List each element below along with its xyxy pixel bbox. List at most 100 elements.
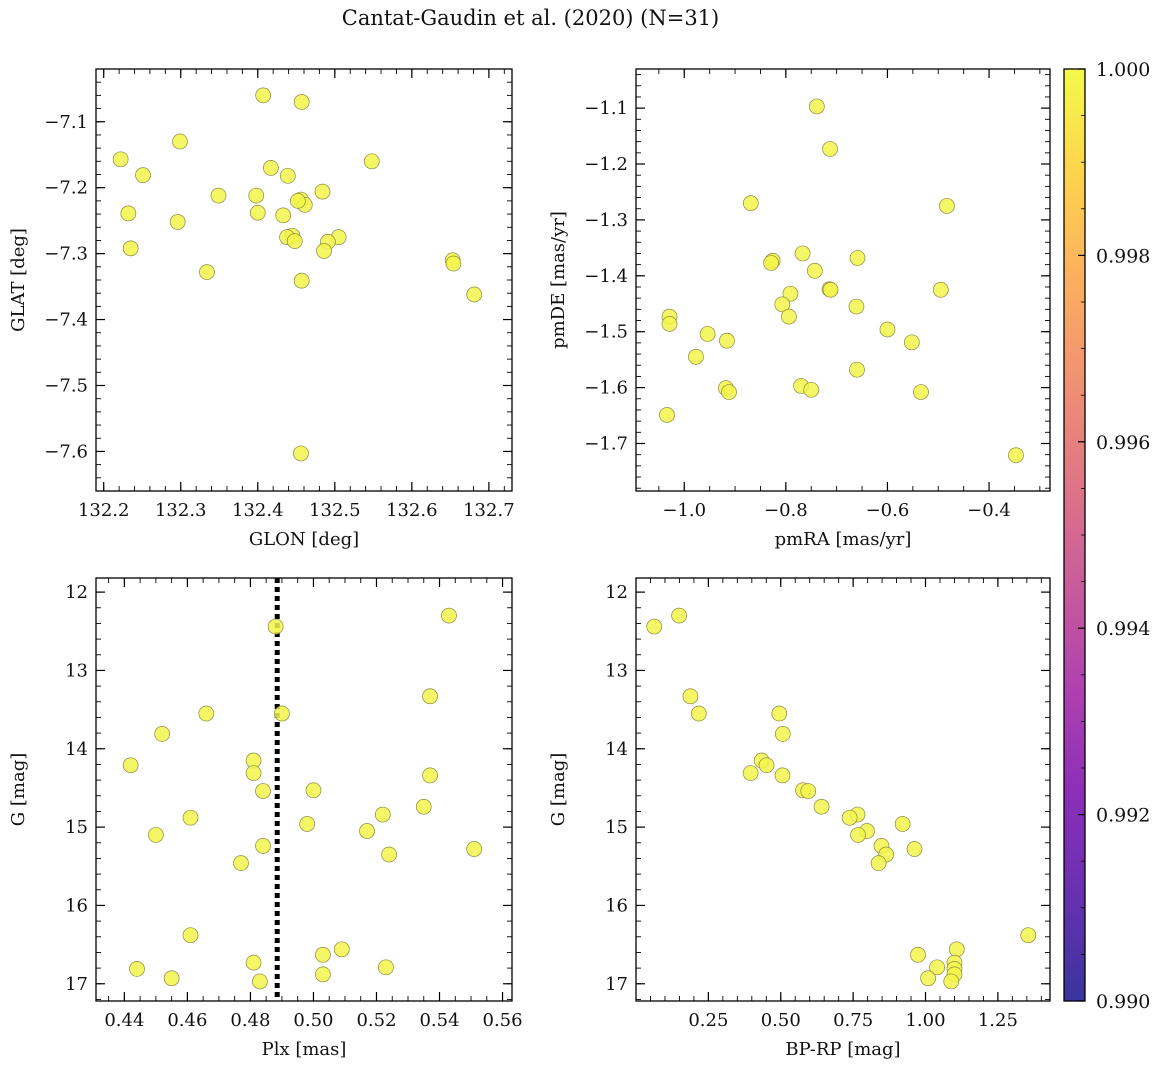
colorbar-tick-label: 0.992	[1096, 805, 1150, 827]
data-point	[286, 233, 303, 249]
data-point	[850, 827, 866, 843]
data-point	[249, 204, 266, 221]
data-point	[794, 245, 811, 262]
colorbar-frame	[1063, 68, 1086, 1002]
y-tick-label: −7.1	[44, 112, 88, 133]
data-point	[182, 809, 199, 826]
data-point	[913, 384, 929, 400]
panel-plx: 0.44 0.46 0.48 0.50 0.52 0.54 0.56 12 13 14 15 16 17…	[8, 577, 523, 1060]
y-tick-label: −1.6	[584, 378, 628, 399]
data-point	[690, 705, 707, 722]
x-tick-label: −0.6	[866, 500, 910, 521]
data-point	[252, 973, 268, 990]
data-point	[129, 961, 145, 977]
x-tick-label: 0.50	[761, 1010, 801, 1031]
data-point	[903, 334, 920, 351]
x-tick-label: 0.54	[419, 1010, 459, 1031]
x-tick-label: 132.5	[309, 500, 361, 521]
y-tick-label: −1.7	[584, 433, 628, 454]
y-tick-label: −7.4	[44, 310, 88, 331]
data-point	[920, 970, 936, 987]
data-point	[774, 296, 791, 313]
data-point	[1008, 447, 1024, 464]
data-point	[943, 973, 960, 990]
data-point	[646, 618, 663, 635]
y-tick-label: 16	[605, 895, 628, 916]
data-point	[659, 407, 675, 423]
data-point	[293, 94, 310, 110]
data-point	[661, 316, 678, 332]
data-point	[333, 941, 350, 958]
x-tick-label: −0.4	[967, 500, 1011, 521]
y-tick-label: −7.6	[44, 441, 88, 462]
y-axis-label: pmDE [mas/yr]	[548, 211, 569, 349]
y-tick-label: 16	[65, 895, 88, 916]
data-point	[279, 167, 296, 184]
panel-pos: 132.2 132.3 132.4 132.5 132.6 132.7 −7.1 −7.2 −7…	[8, 68, 515, 550]
y-tick-label: 17	[605, 974, 628, 995]
data-point	[763, 255, 779, 271]
x-tick-label: 132.4	[232, 500, 284, 521]
data-point	[289, 193, 306, 209]
x-tick-label: 132.3	[155, 500, 207, 521]
data-point	[182, 927, 199, 944]
data-point	[363, 153, 380, 170]
data-point	[774, 726, 791, 742]
data-point	[274, 705, 290, 722]
x-tick-label: −1.0	[662, 500, 706, 521]
axes-frame	[635, 68, 1051, 492]
data-point	[315, 966, 331, 983]
y-axis-label: G [mag]	[8, 753, 29, 826]
data-point	[255, 838, 271, 854]
data-point	[466, 841, 483, 857]
data-point	[445, 255, 462, 272]
data-point	[800, 783, 817, 799]
data-point	[808, 98, 825, 115]
data-point	[771, 705, 788, 722]
x-axis-label: GLON [deg]	[249, 529, 359, 550]
colorbar-tick-label: 0.998	[1096, 245, 1150, 267]
data-point	[199, 264, 215, 280]
data-point	[316, 243, 332, 259]
y-tick-label: −1.5	[584, 322, 628, 343]
data-point	[299, 816, 316, 832]
y-tick-label: 13	[65, 660, 88, 681]
y-axis-label: GLAT [deg]	[8, 228, 29, 332]
data-point	[374, 806, 391, 823]
data-point	[719, 332, 735, 349]
data-point	[671, 607, 687, 624]
colorbar-tick-label: 0.996	[1096, 432, 1150, 454]
data-point	[245, 954, 262, 971]
data-point	[849, 361, 865, 378]
data-point	[939, 198, 955, 214]
y-tick-label: 13	[605, 660, 628, 681]
data-point	[894, 816, 911, 832]
data-point	[781, 308, 797, 325]
data-point	[210, 187, 227, 204]
data-point	[806, 262, 823, 279]
data-point	[758, 757, 775, 774]
data-point	[233, 855, 249, 871]
data-point	[255, 783, 271, 799]
x-tick-label: 0.46	[167, 1010, 207, 1031]
y-axis-label: G [mag]	[548, 753, 569, 826]
data-point	[688, 349, 704, 365]
data-point	[172, 133, 188, 150]
data-point	[198, 705, 215, 722]
colorbar-tick-label: 1.000	[1096, 59, 1150, 81]
axes-frame	[95, 577, 513, 1002]
x-tick-label: −0.8	[764, 500, 808, 521]
x-tick-label: 132.6	[386, 500, 438, 521]
y-tick-label: −1.3	[584, 210, 628, 231]
data-point	[275, 207, 292, 224]
data-point	[305, 782, 322, 799]
data-point	[929, 959, 945, 976]
colorbar-gradient	[1064, 69, 1085, 1001]
axes-frame	[635, 577, 1051, 1002]
y-tick-label: −7.5	[44, 376, 88, 397]
data-point	[148, 827, 164, 843]
x-tick-label: 0.48	[230, 1010, 270, 1031]
data-point	[774, 767, 791, 784]
y-tick-label: 12	[65, 582, 88, 603]
